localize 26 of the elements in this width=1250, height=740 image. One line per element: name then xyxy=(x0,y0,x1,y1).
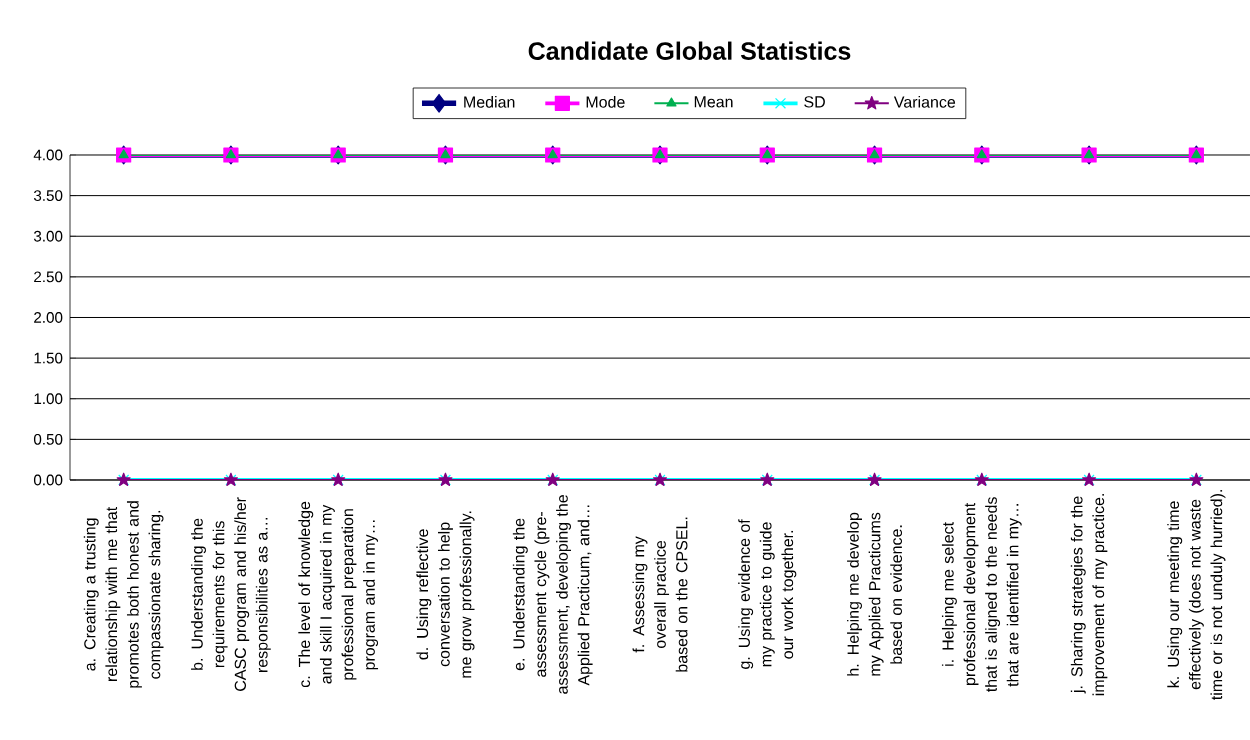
x-tick-label: k. Using our meeting time effectively (does not waste time or is not unduly hurried). xyxy=(1167,490,1226,700)
y-tick-label: 1.50 xyxy=(34,352,63,364)
x-tick-label: f. Assessing my overall practice based on the CPSEL. xyxy=(632,517,688,672)
x-tick-label: j. Sharing strategies for the improvement of my practice. xyxy=(1070,494,1108,696)
chart-title: Candidate Global Statistics xyxy=(528,41,851,60)
y-tick-label: 3.50 xyxy=(33,190,63,202)
x-tick-label: g. Using evidence of my practice to guide our work together. xyxy=(738,519,797,669)
y-tick-label: 3.00 xyxy=(33,230,63,242)
y-tick-label: 4.00 xyxy=(33,149,63,161)
y-tick-label: 0.00 xyxy=(33,474,63,486)
y-tick-label: 1.00 xyxy=(34,393,63,405)
x-tick-label: d. Using reflective conversation to help me grow professionally. xyxy=(416,511,475,678)
x-tick-label: b. Understanding the requirements for this CASC program and his/her responsibilities as a… xyxy=(191,497,271,691)
x-tick-label: c. The level of knowledge and skill I acquired in my professional preparation program and in my… xyxy=(298,501,379,688)
x-tick-label: i. Helping me select professional development that is aligned to the needs that are identified in my… xyxy=(941,497,1022,692)
legend-label: Median xyxy=(464,95,515,108)
x-tick-label: h. Helping me develop my Applied Practicums based on evidence. xyxy=(847,512,903,676)
x-tick-label: a. Creating a trusting relationship with me that promotes both honest and compassionate sharing. xyxy=(83,501,164,688)
x-tick-label: e. Understanding the assessment cycle (pre-assessment, developing the Applied Practicum, and… xyxy=(512,495,593,694)
legend-label: Mean xyxy=(694,96,733,108)
legend-label: SD xyxy=(804,96,825,108)
legend-label: Mode xyxy=(586,95,625,108)
y-tick-label: 2.00 xyxy=(34,312,63,323)
legend-label: Variance xyxy=(893,95,956,108)
y-tick-label: 2.50 xyxy=(34,271,63,283)
y-tick-label: 0.50 xyxy=(33,433,63,445)
